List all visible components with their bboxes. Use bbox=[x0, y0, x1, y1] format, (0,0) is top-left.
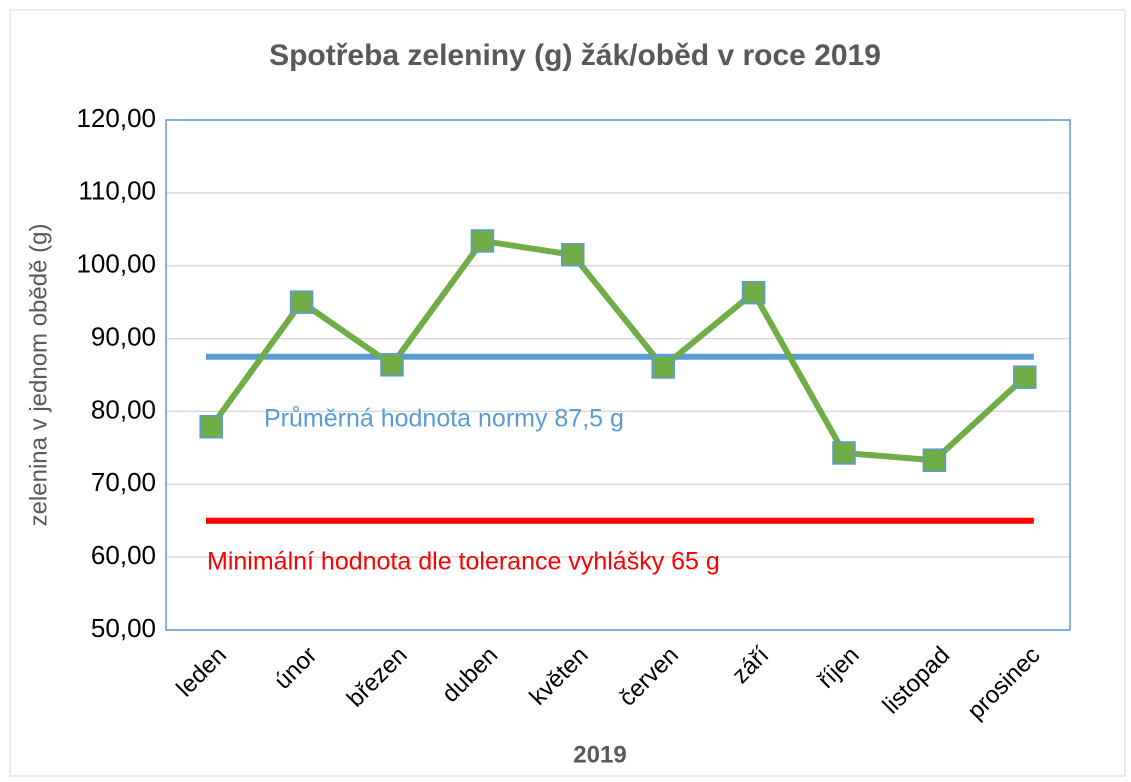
marker bbox=[1013, 365, 1037, 389]
marker bbox=[199, 414, 223, 439]
marker bbox=[651, 355, 675, 379]
y-tick-label: 70,00 bbox=[91, 467, 156, 497]
reference-label: Průměrná hodnota normy 87,5 g bbox=[264, 404, 624, 432]
x-axis-label: 2019 bbox=[573, 741, 626, 768]
marker bbox=[470, 229, 495, 253]
y-tick-label: 80,00 bbox=[91, 394, 156, 424]
y-tick-label: 60,00 bbox=[91, 540, 156, 570]
y-axis-label: zelenina v jednom obědě (g) bbox=[25, 224, 52, 527]
marker bbox=[922, 448, 947, 472]
y-tick-label: 110,00 bbox=[78, 176, 156, 206]
marker bbox=[561, 243, 585, 267]
reference-label: Minimální hodnota dle tolerance vyhlášky… bbox=[207, 547, 720, 575]
chart-frame bbox=[9, 9, 1126, 777]
y-tick-label: 120,00 bbox=[76, 103, 156, 133]
marker bbox=[289, 290, 314, 314]
y-tick-label: 50,00 bbox=[91, 613, 156, 643]
plot-area bbox=[165, 119, 1071, 631]
series-line bbox=[208, 237, 1027, 464]
marker bbox=[741, 280, 766, 305]
marker bbox=[380, 353, 404, 377]
y-tick-label: 90,00 bbox=[91, 321, 156, 351]
chart-title: Spotřeba zeleniny (g) žák/oběd v roce 20… bbox=[269, 39, 881, 72]
marker bbox=[832, 441, 856, 465]
y-tick-label: 100,00 bbox=[76, 249, 156, 279]
